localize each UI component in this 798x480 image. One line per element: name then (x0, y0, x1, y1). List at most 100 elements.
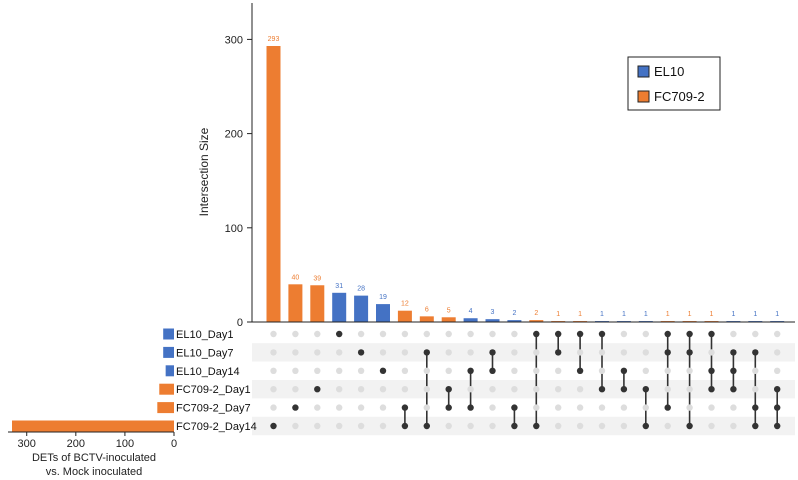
matrix-dot-inactive (620, 404, 628, 411)
matrix-dot-inactive (708, 422, 715, 430)
matrix-dot-active (752, 349, 759, 356)
intersection-value-label: 28 (357, 286, 365, 293)
matrix-dot-inactive (664, 367, 671, 374)
matrix-dot-active (774, 404, 781, 411)
matrix-dot-active (292, 404, 299, 411)
matrix-dot-inactive (423, 330, 430, 338)
set-size-bar (163, 328, 174, 340)
matrix-dot-active (642, 386, 649, 393)
set-label: FC709-2_Day1 (176, 384, 251, 396)
matrix-dot-inactive (379, 330, 387, 338)
matrix-dot-inactive (292, 422, 299, 430)
intersection-value-label: 31 (335, 283, 343, 290)
matrix-dot-inactive (401, 330, 409, 338)
matrix-dot-inactive (664, 386, 671, 393)
matrix-dot-inactive (533, 386, 540, 393)
matrix-dot-inactive (445, 367, 452, 374)
y-tick-label: 100 (225, 223, 243, 235)
set-label: EL10_Day14 (176, 366, 240, 378)
matrix-dot-inactive (292, 367, 299, 374)
matrix-dot-inactive (336, 349, 343, 356)
set-size-bar (163, 346, 174, 358)
matrix-dot-inactive (774, 367, 781, 374)
intersection-value-label: 40 (292, 274, 300, 281)
set-size-bar (157, 402, 174, 414)
matrix-dot-inactive (357, 386, 365, 393)
matrix-dot-inactive (270, 330, 277, 338)
matrix-dot-inactive (642, 349, 649, 356)
matrix-dot-inactive (270, 349, 277, 356)
matrix-dot-active (708, 330, 715, 338)
matrix-dot-inactive (357, 367, 365, 374)
matrix-dot-inactive (620, 349, 628, 356)
intersection-bar (266, 46, 281, 322)
matrix-dot-inactive (445, 422, 452, 430)
intersection-bar (441, 317, 456, 322)
matrix-dot-inactive (423, 386, 430, 393)
matrix-dot-inactive (555, 367, 562, 374)
matrix-dot-inactive (445, 349, 452, 356)
matrix-dot-active (730, 367, 737, 374)
intersection-value-label: 1 (600, 311, 604, 318)
set-label: EL10_Day1 (176, 329, 234, 341)
matrix-dot-inactive (598, 349, 606, 356)
intersection-bar (463, 318, 478, 322)
matrix-dot-active (686, 330, 693, 338)
matrix-dot-active (401, 404, 409, 411)
matrix-dot-inactive (423, 404, 430, 411)
matrix-dot-inactive (576, 386, 584, 393)
matrix-dot-active (379, 367, 387, 374)
intersection-bar (354, 295, 369, 322)
legend-label: FC709-2 (654, 89, 705, 104)
matrix-dot-inactive (598, 367, 606, 374)
matrix-dot-inactive (379, 422, 387, 430)
matrix-dot-active (752, 404, 759, 411)
matrix-dot-inactive (598, 404, 606, 411)
matrix-dot-active (576, 367, 584, 374)
matrix-dot-inactive (292, 330, 299, 338)
intersection-value-label: 2 (512, 310, 516, 317)
matrix-dot-inactive (379, 386, 387, 393)
intersection-y-axis: 0 100 200 300 (225, 3, 795, 329)
matrix-row-band (252, 380, 795, 399)
intersection-value-label: 12 (401, 301, 409, 308)
matrix-dot-inactive (270, 386, 277, 393)
matrix-dot-inactive (774, 349, 781, 356)
matrix-dot-inactive (752, 367, 759, 374)
intersection-value-label: 1 (578, 311, 582, 318)
matrix-dot-inactive (314, 349, 321, 356)
matrix-dot-inactive (270, 367, 277, 374)
matrix-dot-inactive (730, 422, 737, 430)
matrix-dot-active (314, 386, 321, 393)
matrix-dot-inactive (401, 349, 409, 356)
matrix-dot-inactive (752, 330, 759, 338)
matrix-dot-active (357, 349, 365, 356)
set-label: FC709-2_Day14 (176, 421, 257, 433)
matrix-dot-active (533, 422, 540, 430)
intersection-value-label: 293 (268, 36, 280, 43)
matrix-dot-active (708, 367, 715, 374)
set-size-bar (159, 383, 174, 395)
matrix-dot-active (423, 349, 430, 356)
y-tick-label: 0 (237, 317, 243, 329)
matrix-dot-inactive (642, 404, 649, 411)
matrix-dot-inactive (511, 386, 518, 393)
matrix-dot-inactive (533, 367, 540, 374)
matrix-dot-active (686, 422, 693, 430)
matrix-dot-inactive (379, 404, 387, 411)
matrix-dot-active (774, 386, 781, 393)
matrix-dot-inactive (555, 422, 562, 430)
matrix-dot-inactive (620, 330, 628, 338)
intersection-value-label: 1 (644, 311, 648, 318)
set-size-axis: 300 200 100 0 (8, 431, 177, 450)
legend-swatch (637, 65, 650, 78)
matrix-dot-inactive (664, 422, 671, 430)
matrix-dot-active (598, 386, 606, 393)
intersection-bar (419, 316, 434, 322)
intersection-value-label: 1 (688, 311, 692, 318)
intersection-value-label: 4 (469, 308, 473, 315)
matrix-dot-inactive (489, 330, 496, 338)
matrix-dot-inactive (511, 367, 518, 374)
matrix-dot-inactive (642, 330, 649, 338)
